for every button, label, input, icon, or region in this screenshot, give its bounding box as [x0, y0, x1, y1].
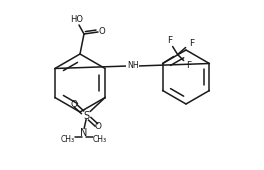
Text: NH: NH	[127, 62, 139, 71]
Text: N: N	[81, 128, 88, 138]
Text: CH₃: CH₃	[93, 135, 107, 144]
Text: F: F	[167, 36, 172, 45]
Text: CH₃: CH₃	[61, 135, 75, 144]
Text: S: S	[83, 110, 89, 121]
Text: O: O	[70, 100, 78, 109]
Text: HO: HO	[70, 14, 83, 23]
Text: F: F	[189, 39, 194, 48]
Text: O: O	[95, 122, 102, 131]
Text: O: O	[98, 28, 105, 37]
Text: F: F	[186, 61, 191, 70]
